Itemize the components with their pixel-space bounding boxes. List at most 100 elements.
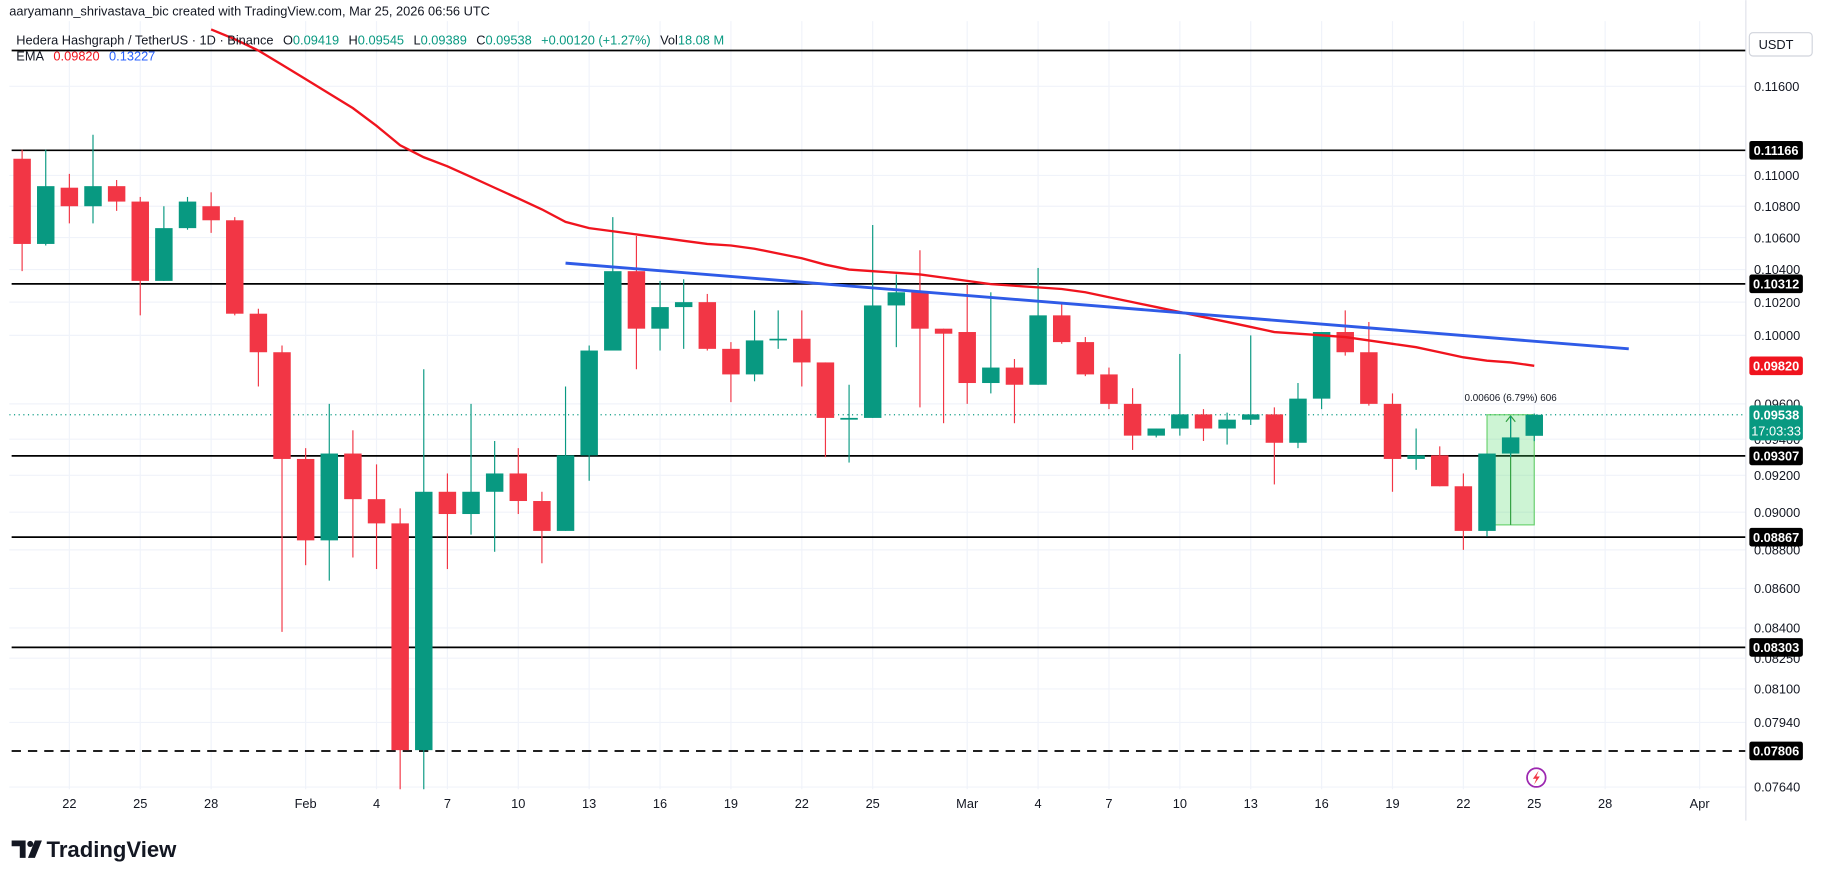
- candle-body: [793, 338, 811, 363]
- candle-body: [1029, 315, 1047, 385]
- x-tick-label: 25: [1527, 796, 1541, 811]
- candle-body: [840, 417, 858, 420]
- y-tick-label: 0.08600: [1754, 581, 1800, 596]
- ohlc-key: C: [476, 32, 485, 47]
- ema-line: [210, 28, 1535, 367]
- x-tick-label: Apr: [1690, 796, 1711, 811]
- candle-body: [674, 302, 693, 308]
- candle-body: [1454, 486, 1473, 531]
- candle-body: [1407, 455, 1425, 459]
- indicator-value: 0.09820: [53, 49, 99, 64]
- candle-body: [887, 292, 906, 306]
- y-tick-label: 0.07640: [1754, 780, 1800, 795]
- plot: [9, 28, 1746, 790]
- candle-body: [1242, 414, 1260, 420]
- ohlc-key: L: [413, 32, 420, 47]
- candle-body: [1194, 414, 1213, 429]
- last-price-box: [1749, 405, 1803, 441]
- ema-label: 0.09820: [1753, 359, 1799, 374]
- candle-body: [863, 305, 882, 418]
- x-tick-label: Feb: [295, 796, 317, 811]
- y-tick-label: 0.10800: [1754, 199, 1800, 214]
- candle-body: [320, 453, 338, 541]
- candle-body: [1171, 414, 1189, 429]
- level-label-box: [1749, 446, 1803, 466]
- candle-body: [982, 367, 1000, 384]
- level-label: 0.08303: [1753, 640, 1799, 655]
- candle-body: [769, 338, 787, 341]
- candle-body: [37, 186, 55, 244]
- candle-body: [84, 186, 102, 207]
- ohlc-key: H: [349, 32, 358, 47]
- watermark: aaryamann_shrivastava_bic created with T…: [9, 3, 490, 18]
- ohlc-value: 0.09545: [358, 32, 404, 47]
- candle-body: [627, 271, 646, 329]
- level-label: 0.10312: [1753, 276, 1799, 291]
- candle-body: [580, 350, 598, 456]
- logo-mark: [11, 840, 26, 858]
- y-tick-label: 0.10600: [1754, 230, 1800, 245]
- x-tick-label: 19: [724, 796, 738, 811]
- candle-body: [1100, 374, 1118, 404]
- x-tick-label: 22: [795, 796, 809, 811]
- candle-body: [155, 228, 173, 281]
- y-tick-label: 0.09000: [1754, 505, 1800, 520]
- candle-body: [1147, 428, 1165, 436]
- candle-body: [202, 206, 220, 221]
- candle-body: [13, 158, 31, 244]
- candle-body: [1289, 398, 1307, 443]
- candle-body: [344, 453, 362, 500]
- candle-body: [509, 473, 528, 502]
- candle-body: [1525, 414, 1543, 436]
- candle-body: [107, 186, 126, 202]
- candle-body: [131, 201, 149, 281]
- candle-body: [1478, 453, 1496, 531]
- level-label-box: [1749, 741, 1803, 761]
- alert-icon[interactable]: [1526, 767, 1547, 788]
- x-tick-label: 16: [653, 796, 667, 811]
- level-label: 0.08867: [1753, 530, 1799, 545]
- candle-body: [1076, 342, 1095, 375]
- y-tick-label: 0.10400: [1754, 262, 1800, 277]
- alert-icon-bolt: [1532, 770, 1540, 785]
- candle-body: [533, 501, 551, 531]
- x-tick-label: 4: [373, 796, 380, 811]
- candle-body: [485, 473, 504, 492]
- x-tick-label: 25: [133, 796, 147, 811]
- candle-body: [249, 313, 268, 353]
- candle-body: [178, 201, 197, 229]
- candle-body: [556, 455, 575, 531]
- candle-body: [1052, 315, 1071, 343]
- level-label: 0.11166: [1754, 143, 1799, 158]
- candle-body: [1005, 367, 1024, 385]
- axes: 0.11600 0.11000 0.10800 0.10600 0.10400 0.102…: [62, 79, 1803, 811]
- candle-body: [391, 523, 409, 751]
- trendline: [565, 261, 1629, 351]
- candle-body: [1123, 403, 1142, 436]
- currency-box[interactable]: [1748, 32, 1813, 57]
- candle-body: [816, 362, 835, 418]
- level-label-box: [1749, 527, 1803, 547]
- candle-body: [1360, 352, 1378, 404]
- candle-body: [1383, 403, 1402, 459]
- candle-body: [1265, 414, 1284, 443]
- x-tick-label: 28: [204, 796, 218, 811]
- logo-mark: [27, 840, 34, 847]
- y-tick-label: 0.11600: [1754, 79, 1799, 94]
- candle-body: [60, 187, 79, 207]
- x-tick-label: 7: [444, 796, 451, 811]
- candle-body: [934, 328, 953, 334]
- logo-mark: [27, 840, 42, 858]
- measure-arrowhead: [1505, 414, 1516, 423]
- ohlc-key: O: [283, 32, 293, 47]
- x-tick-label: 25: [866, 796, 880, 811]
- last-price-label: 0.09538: [1753, 407, 1799, 422]
- candle-body: [1336, 332, 1354, 353]
- change: +0.00120 (+1.27%): [541, 32, 651, 47]
- candle-body: [462, 491, 480, 515]
- symbol: Hedera Hashgraph / TetherUS · 1D · Binan…: [16, 32, 273, 47]
- countdown-label: 17:03:33: [1751, 424, 1801, 439]
- candle-body: [367, 499, 386, 524]
- brand-name: TradingView: [47, 837, 178, 862]
- ema-label-box: [1749, 356, 1803, 376]
